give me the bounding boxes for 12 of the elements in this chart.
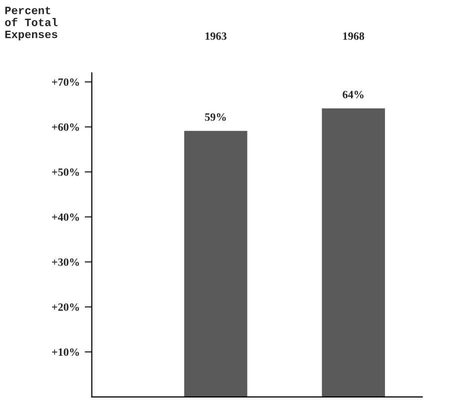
x-tick-label: 1963 [206, 32, 226, 40]
y-axis-title: Percent of Total Expenses [5, 6, 58, 40]
y-tick-label: +10% [52, 348, 79, 356]
y-tick-label: +50% [52, 168, 79, 176]
y-tick-label: +20% [52, 303, 79, 311]
y-tick-label: +40% [52, 213, 79, 221]
y-tick-label: +60% [52, 123, 79, 131]
data-label: 59% [205, 113, 226, 121]
y-tick-label: +70% [52, 78, 79, 86]
x-tick-label: 1968 [343, 32, 364, 40]
y-tick-label: +30% [52, 258, 79, 266]
data-label: 64% [342, 90, 364, 98]
